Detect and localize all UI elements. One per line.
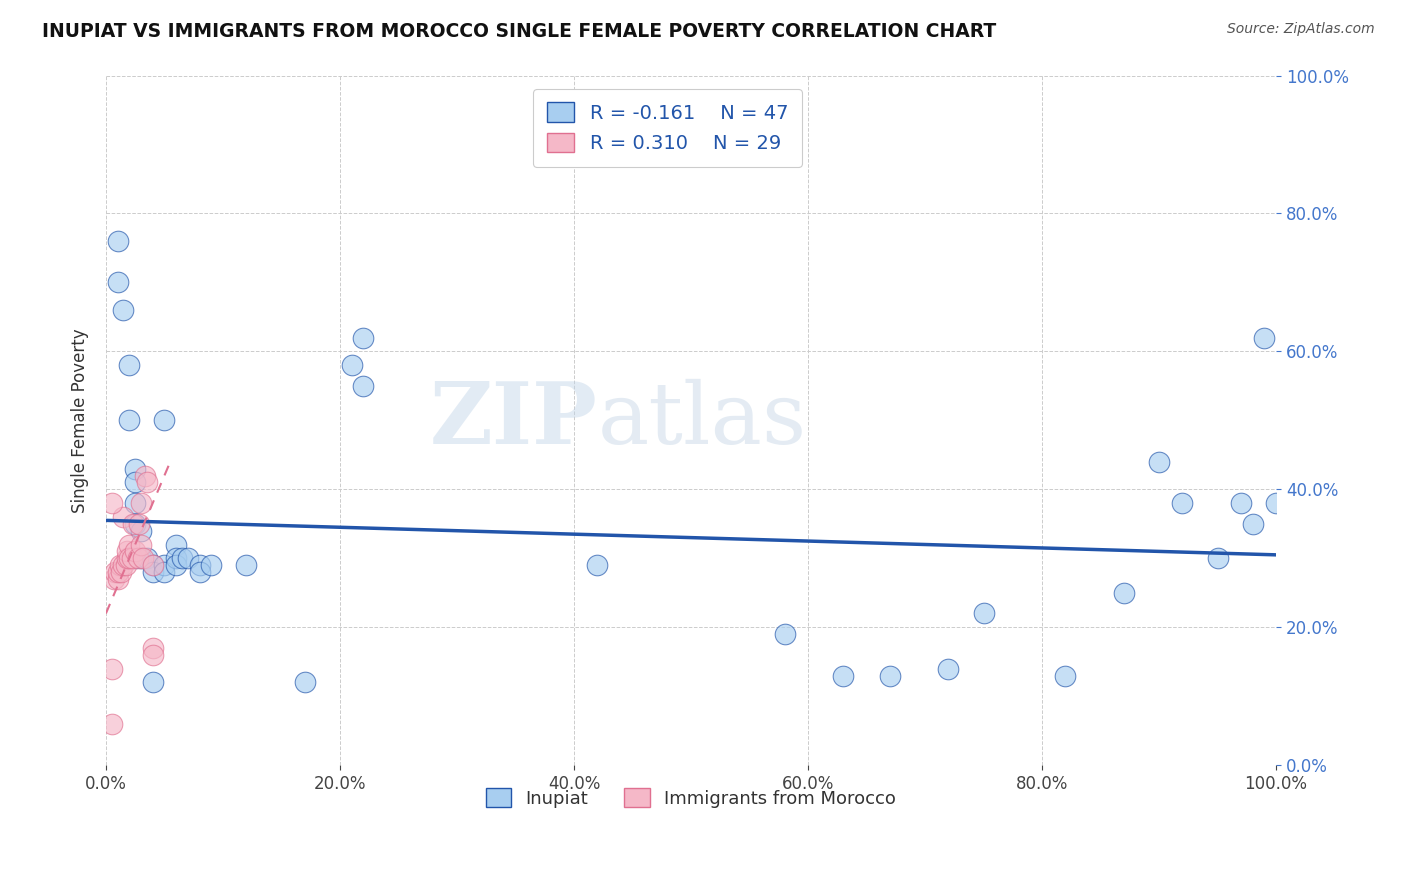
Point: [165, 558, 187, 573]
Text: Source: ZipAtlas.com: Source: ZipAtlas.com: [1227, 22, 1375, 37]
Point: [586, 558, 609, 573]
Point: [129, 551, 152, 566]
Point: [352, 330, 374, 344]
Point: [142, 648, 165, 662]
Point: [973, 607, 995, 621]
Point: [153, 565, 176, 579]
Point: [135, 475, 157, 490]
Point: [165, 551, 187, 566]
Point: [104, 565, 127, 579]
Point: [110, 565, 132, 579]
Point: [118, 551, 141, 566]
Point: [235, 558, 257, 573]
Point: [1171, 496, 1194, 510]
Point: [132, 551, 155, 566]
Point: [1112, 586, 1135, 600]
Point: [124, 475, 146, 490]
Point: [124, 551, 146, 566]
Point: [112, 558, 135, 573]
Point: [121, 551, 143, 566]
Point: [129, 496, 152, 510]
Text: ZIP: ZIP: [430, 378, 598, 462]
Point: [103, 572, 125, 586]
Point: [142, 675, 165, 690]
Point: [153, 558, 176, 573]
Point: [115, 544, 138, 558]
Point: [938, 662, 960, 676]
Point: [1147, 455, 1170, 469]
Point: [107, 234, 129, 248]
Point: [100, 662, 122, 676]
Text: INUPIAT VS IMMIGRANTS FROM MOROCCO SINGLE FEMALE POVERTY CORRELATION CHART: INUPIAT VS IMMIGRANTS FROM MOROCCO SINGL…: [42, 22, 997, 41]
Point: [135, 551, 157, 566]
Point: [1265, 496, 1288, 510]
Point: [177, 551, 200, 566]
Point: [100, 496, 122, 510]
Point: [165, 537, 187, 551]
Point: [142, 558, 165, 573]
Point: [129, 524, 152, 538]
Point: [134, 468, 156, 483]
Point: [142, 640, 165, 655]
Point: [1054, 668, 1077, 682]
Point: [100, 716, 122, 731]
Point: [124, 544, 146, 558]
Point: [153, 413, 176, 427]
Point: [879, 668, 901, 682]
Point: [142, 558, 165, 573]
Point: [773, 627, 796, 641]
Point: [121, 516, 143, 531]
Point: [352, 379, 374, 393]
Point: [188, 558, 211, 573]
Point: [129, 537, 152, 551]
Point: [200, 558, 222, 573]
Point: [170, 551, 193, 566]
Point: [1206, 551, 1229, 566]
Text: atlas: atlas: [598, 379, 807, 462]
Y-axis label: Single Female Poverty: Single Female Poverty: [72, 328, 89, 513]
Point: [128, 516, 150, 531]
Point: [124, 461, 146, 475]
Point: [340, 358, 363, 372]
Point: [112, 303, 135, 318]
Point: [114, 558, 136, 573]
Point: [1230, 496, 1253, 510]
Point: [124, 496, 146, 510]
Point: [127, 551, 149, 566]
Point: [124, 516, 146, 531]
Point: [107, 572, 129, 586]
Legend: Inupiat, Immigrants from Morocco: Inupiat, Immigrants from Morocco: [478, 781, 903, 814]
Point: [294, 675, 316, 690]
Point: [108, 558, 131, 573]
Point: [118, 537, 141, 551]
Point: [832, 668, 855, 682]
Point: [1241, 516, 1264, 531]
Point: [118, 413, 141, 427]
Point: [118, 358, 141, 372]
Point: [107, 276, 129, 290]
Point: [1253, 330, 1275, 344]
Point: [142, 565, 165, 579]
Point: [107, 565, 129, 579]
Point: [115, 551, 138, 566]
Point: [112, 510, 135, 524]
Point: [188, 565, 211, 579]
